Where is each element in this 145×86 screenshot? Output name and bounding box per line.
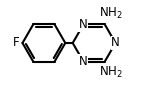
Text: N: N — [79, 55, 88, 68]
Text: NH$_2$: NH$_2$ — [99, 65, 123, 80]
Text: NH$_2$: NH$_2$ — [99, 6, 123, 21]
Text: N: N — [79, 18, 88, 31]
Text: F: F — [13, 36, 20, 50]
Text: N: N — [111, 36, 120, 50]
